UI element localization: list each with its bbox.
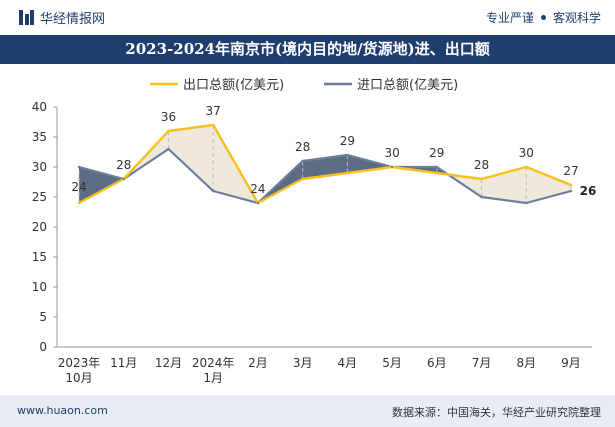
logo-icon: [19, 10, 34, 25]
export-data-label: 27: [563, 164, 578, 178]
brand: 华经情报网: [19, 8, 105, 27]
export-point: [211, 123, 215, 127]
tagline-right: 客观科学: [552, 11, 601, 25]
import-point: [569, 189, 573, 193]
y-tick-label: 20: [32, 220, 47, 234]
x-tick-label: 10月: [65, 371, 92, 385]
import-point: [256, 201, 260, 205]
y-tick-label: 25: [32, 190, 47, 204]
brand-name: 华经情报网: [40, 12, 106, 27]
x-tick-label: 2月: [248, 356, 268, 370]
import-data-label: 26: [580, 184, 597, 198]
footer-url: www.huaon.com: [17, 404, 108, 417]
y-tick-label: 35: [32, 130, 47, 144]
export-point: [480, 177, 483, 181]
tagline: 专业严谨 客观科学: [486, 9, 601, 26]
footer: www.huaon.com 数据来源：中国海关，华经产业研究院整理: [0, 395, 615, 427]
export-surplus-fill: [526, 167, 571, 203]
export-data-label: 36: [161, 110, 176, 124]
top-bar: 华经情报网 专业严谨 客观科学: [0, 0, 615, 36]
import-series-line: [78, 147, 572, 205]
export-data-label: 30: [519, 146, 534, 160]
export-surplus-fill: [168, 125, 214, 191]
export-point: [77, 201, 81, 205]
y-tick-label: 40: [32, 100, 47, 114]
import-point: [346, 153, 349, 157]
import-point: [525, 201, 528, 205]
import-point: [480, 195, 483, 199]
export-data-label: 37: [206, 104, 221, 118]
export-point: [435, 171, 439, 175]
export-point: [167, 129, 170, 133]
export-data-label: 28: [295, 140, 310, 154]
x-tick-label: 12月: [155, 356, 182, 370]
export-data-label: 28: [474, 158, 489, 172]
x-tick-label: 2024年: [192, 356, 235, 370]
footer-source: 数据来源：中国海关，华经产业研究院整理: [392, 406, 601, 419]
y-tick-label: 10: [32, 280, 47, 294]
import-point: [77, 165, 81, 169]
export-data-label: 30: [384, 146, 399, 160]
y-tick-label: 0: [39, 340, 47, 354]
x-tick-label: 8月: [516, 356, 536, 370]
x-tick-label: 2023年: [58, 356, 101, 370]
x-tick-label: 5月: [382, 356, 402, 370]
x-tick-label: 1月: [203, 371, 223, 385]
export-series-line: [78, 123, 572, 205]
legend-import-label: 进口总额(亿美元): [357, 78, 458, 93]
import-point: [211, 189, 215, 193]
legend-export-label: 出口总额(亿美元): [183, 78, 284, 93]
x-tick-label: 7月: [472, 356, 492, 370]
export-point: [346, 171, 349, 175]
export-point: [569, 183, 573, 187]
export-point: [301, 177, 304, 181]
import-point: [390, 165, 394, 169]
import-point: [301, 159, 304, 163]
import-point: [167, 147, 170, 151]
x-tick-label: 6月: [427, 356, 447, 370]
export-data-label: 29: [340, 134, 355, 148]
import-surplus-fill: [302, 155, 348, 179]
y-tick-label: 30: [32, 160, 47, 174]
x-tick-label: 3月: [293, 356, 313, 370]
x-tick-label: 4月: [338, 356, 358, 370]
x-tick-label: 9月: [561, 356, 581, 370]
import-point: [435, 165, 439, 169]
export-point: [525, 165, 528, 169]
export-data-label: 28: [116, 158, 131, 172]
chart-title: 2023-2024年南京市(境内目的地/货源地)进、出口额: [0, 35, 615, 64]
export-data-label: 29: [429, 146, 444, 160]
x-tick-label: 11月: [110, 356, 137, 370]
tagline-left: 专业严谨: [485, 11, 534, 25]
export-data-label: 24: [250, 182, 265, 196]
y-tick-label: 15: [32, 250, 47, 264]
import-point: [122, 177, 125, 181]
dot-icon: [540, 15, 546, 20]
export-data-label: 24: [71, 180, 86, 194]
y-tick-label: 5: [39, 310, 47, 324]
